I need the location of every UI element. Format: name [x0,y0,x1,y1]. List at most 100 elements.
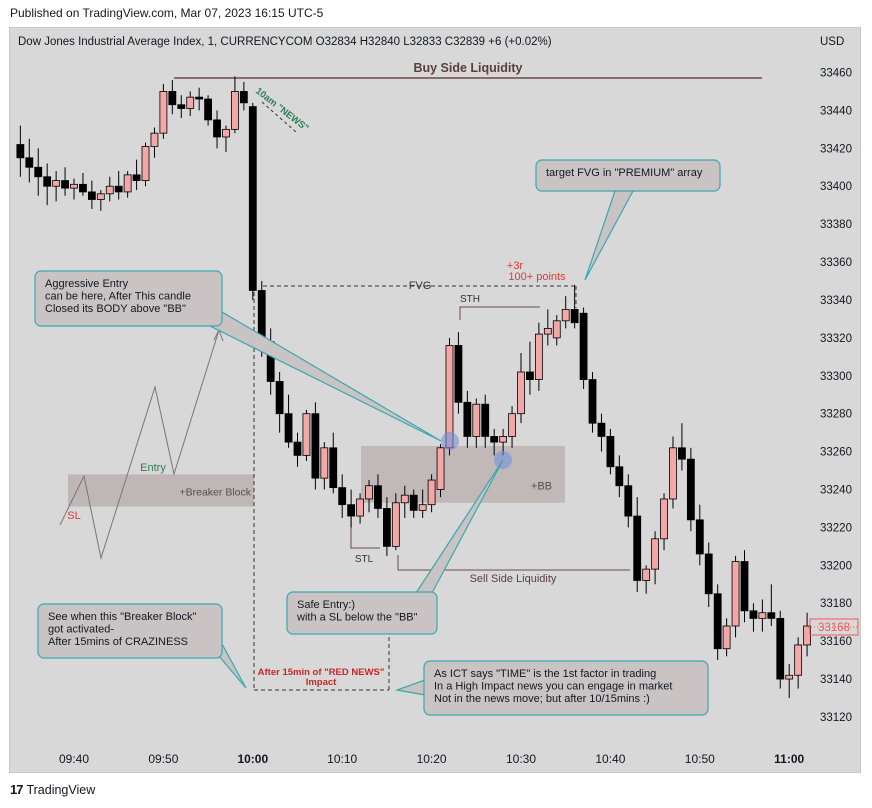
safe-entry-callout-box [286,591,438,635]
candle-up [758,612,767,619]
candle-down [490,436,499,443]
candle-down [382,508,391,547]
candle-down [195,96,204,100]
ict-callout-pointer [394,679,426,696]
x-tick-label: 10:00 [237,752,268,766]
candle-down [213,119,221,138]
y-tick-label: 33340 [820,295,852,307]
candle-down [767,612,776,619]
candle-up [669,447,677,500]
candle-up [427,479,436,506]
sth-line [459,306,540,320]
safe-entry-callout-text: with a SL below the "BB" [296,612,418,624]
y-tick-label: 33120 [820,712,852,724]
y-tick-label: 33140 [820,674,852,686]
candle-down [248,106,257,291]
stl-label: STL [355,554,374,565]
candle-up [141,146,150,181]
candle-up [70,183,78,189]
y-tick-label: 33400 [820,181,852,193]
news-10am-line [261,101,297,133]
x-tick-label: 10:40 [595,752,625,766]
tradingview-logo-icon: 17 [10,782,24,797]
sl-label: SL [67,510,80,522]
candle-down [374,485,382,509]
candle-up [400,494,409,504]
target-fvg-callout-text: target FVG in "PREMIUM" array [546,167,703,179]
candle-up [418,504,427,511]
candle-down [695,519,704,555]
sth-label: STH [460,294,480,305]
candle-down [43,176,52,187]
candle-up [96,193,105,200]
x-tick-label: 09:50 [148,752,178,766]
candle-up [785,674,794,680]
candle-up [123,174,132,193]
candle-down [409,494,418,511]
candles-group [16,76,811,699]
candle-up [651,538,659,570]
y-tick-label: 33320 [820,333,852,345]
aggressive-entry-callout-text: Aggressive Entry [45,278,129,290]
symbol-legend[interactable]: Dow Jones Industrial Average Index, 1, C… [18,36,552,48]
candle-down [579,312,588,380]
bb-label: +BB [531,481,552,493]
candle-up [150,132,159,147]
ict-time-callout-text: In a High Impact news you can engage in … [434,681,672,693]
candle-up [436,447,445,490]
candle-down [239,91,248,104]
breaker-activated-callout-text: After 15mins of CRAZINESS [48,636,188,648]
aggressive-entry-marker [441,432,459,450]
candle-up [159,91,168,134]
candle-down [284,413,293,443]
candle-up [722,625,731,650]
see-callout-pointer [217,643,247,689]
candle-down [34,166,43,178]
candle-up [356,498,364,517]
x-tick-label: 10:20 [417,752,447,766]
candle-down [275,381,284,415]
candle-down [177,104,186,109]
candle-down [311,413,320,479]
y-tick-label: 33300 [820,371,852,383]
candle-up [642,568,651,581]
plus3r-label: +3r [507,260,524,272]
candle-up [731,561,740,627]
y-tick-label: 33200 [820,560,852,572]
y-tick-label: 33440 [820,105,852,117]
ict-time-callout-box [423,660,709,716]
candle-down [25,157,34,168]
candle-up [794,644,803,676]
candle-down [79,183,87,193]
breaker-activated-callout-box [37,603,223,659]
last-price-label: 33168 [818,622,850,634]
candle-down [481,403,490,437]
target-callout-pointer [584,190,634,281]
x-tick-label: 11:00 [774,752,804,766]
candle-down [686,458,695,521]
breaker-activated-callout-text: got activated- [48,624,114,636]
candle-down [61,180,69,189]
candle-down [329,447,338,489]
candle-down [293,441,302,456]
hundred-points-label: 100+ points [508,271,566,283]
candle-up [391,502,400,547]
y-tick-label: 33220 [820,522,852,534]
candle-down [87,191,96,200]
x-tick-label: 10:30 [506,752,536,766]
news-10am-label: 10am "NEWS" [253,86,311,134]
candle-down [338,487,347,506]
candle-up [561,309,570,322]
candle-up [222,128,230,138]
aggressive-entry-callout-text: Closed its BODY above "BB" [45,303,186,315]
candle-up [499,436,508,443]
aggressive-entry-callout-box [34,270,223,327]
candle-down [132,174,141,181]
y-tick-label: 33420 [820,143,852,155]
candle-down [776,618,785,680]
candle-up [508,413,516,437]
footer-brand[interactable]: 17 TradingView [10,782,95,797]
y-tick-label: 33240 [820,485,852,497]
safe-callout-pointer [415,459,504,594]
